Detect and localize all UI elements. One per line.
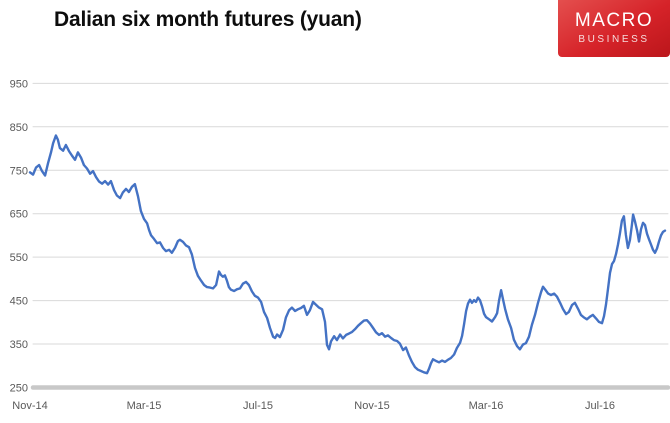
x-axis-label: Mar-16 xyxy=(469,400,504,412)
y-axis-label: 250 xyxy=(10,383,28,395)
y-axis-label: 750 xyxy=(10,165,28,177)
x-axis-label: Jul-15 xyxy=(243,400,273,412)
x-axis-label: Nov-15 xyxy=(354,400,389,412)
logo-text-macro: MACRO xyxy=(574,10,654,31)
y-axis-label: 550 xyxy=(10,252,28,264)
y-axis-label: 450 xyxy=(10,296,28,308)
x-axis-label: Nov-14 xyxy=(12,400,47,412)
y-axis-label: 850 xyxy=(10,122,28,134)
x-axis-label: Jul-16 xyxy=(585,400,615,412)
price-line xyxy=(28,134,667,375)
y-axis-label: 950 xyxy=(10,78,28,90)
macrobusiness-logo: MACRO BUSINESS xyxy=(558,0,670,57)
x-axis-label: Mar-15 xyxy=(127,400,162,412)
y-axis-label: 650 xyxy=(10,209,28,221)
y-axis-label: 350 xyxy=(10,339,28,351)
chart-title: Dalian six month futures (yuan) xyxy=(54,8,362,31)
logo-text-business: BUSINESS xyxy=(578,34,650,45)
